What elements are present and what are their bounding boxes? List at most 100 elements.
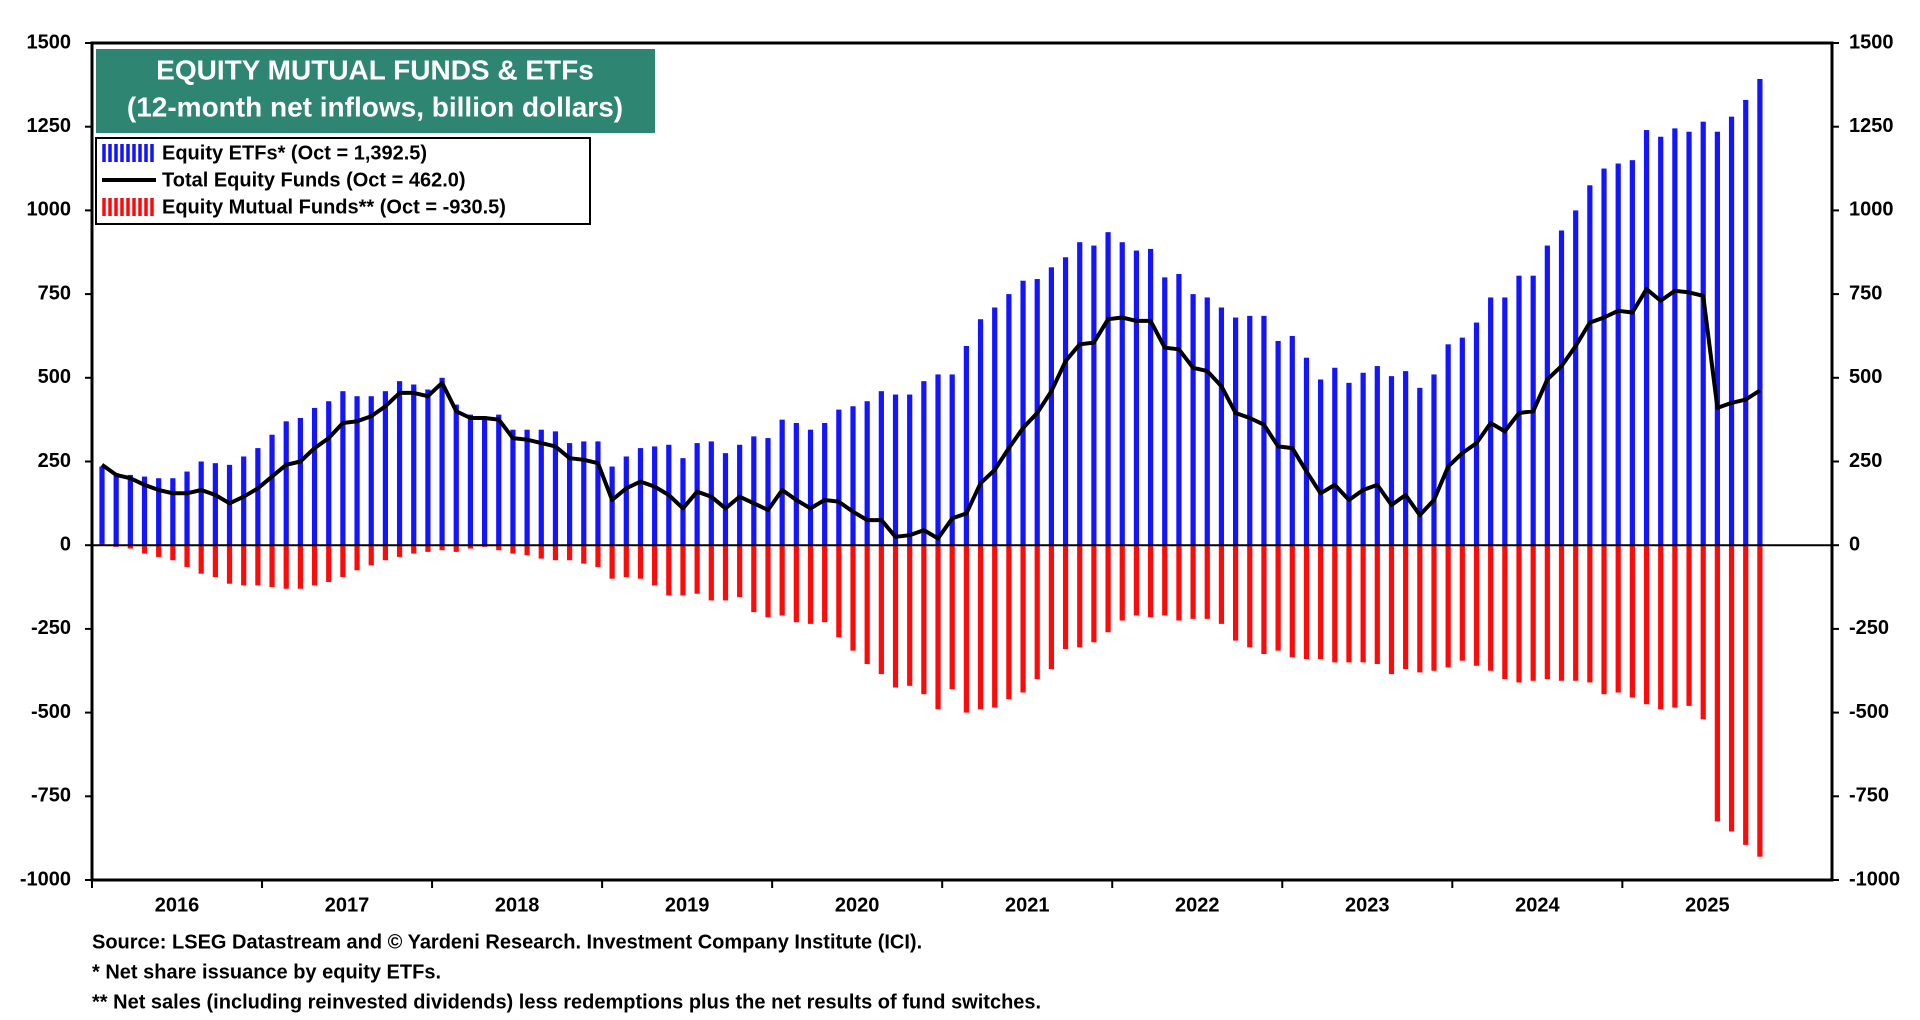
bar [382,545,388,561]
bar [1743,545,1749,845]
bar [1289,335,1295,546]
bar [708,545,714,601]
bar [411,384,417,546]
footnote: ** Net sales (including reinvested divid… [92,991,1041,1013]
bar [1360,545,1366,663]
bar [1643,130,1650,546]
bar [1289,545,1295,658]
bar [1091,545,1097,643]
bar [765,438,771,546]
chart-title: EQUITY MUTUAL FUNDS & ETFs [156,54,594,85]
y-tick-label-right: -750 [1849,785,1889,807]
bar [892,394,899,546]
bar [822,545,828,623]
y-tick-label-right: 1500 [1849,31,1894,53]
bar [1133,250,1140,546]
x-tick-label: 2018 [495,894,540,916]
footnote: * Net share issuance by equity ETFs. [92,961,441,983]
chart-subtitle: (12-month net inflows, billion dollars) [127,91,623,122]
bar [1728,545,1735,832]
bar [609,466,615,546]
bar [453,545,459,552]
bar [1006,545,1012,700]
x-tick-label: 2021 [1005,894,1050,916]
bar [269,545,275,588]
bar [666,545,672,596]
bar [184,545,190,567]
bar [368,396,374,546]
bar [156,478,162,546]
bar [1615,545,1621,693]
bar [1275,545,1281,651]
bar [567,443,573,546]
bar [567,545,573,561]
y-tick-label-right: -250 [1849,617,1889,639]
bar [1388,545,1395,675]
bar [878,545,884,675]
bar [793,422,799,546]
bar [949,374,955,546]
bar [1686,131,1692,546]
bar [1318,545,1324,660]
bar [836,545,842,638]
bar [198,461,204,546]
line [100,287,1761,541]
bar [1643,545,1650,705]
bar [807,429,814,546]
bar [1360,372,1366,546]
bar [1714,545,1720,822]
bar [1374,545,1380,665]
bar [1190,294,1196,546]
bar [241,456,247,546]
bar [1700,545,1706,720]
bar [779,419,785,546]
bar [425,389,431,546]
bar [212,545,218,578]
y-tick-label-right: -500 [1849,701,1889,723]
bar [311,407,318,546]
x-tick-label: 2022 [1175,894,1220,916]
bar [722,453,729,546]
bar [552,431,559,546]
bar [524,545,530,556]
bar [609,545,615,579]
bar [850,545,856,651]
y-tick-label: 250 [38,450,71,472]
bar [1119,242,1125,546]
bar [1530,545,1536,681]
y-tick-label-right: 250 [1849,450,1882,472]
bar [1332,545,1338,663]
bar [680,545,686,596]
bar [992,545,998,708]
bar [1332,367,1338,546]
bar [1176,545,1182,621]
bar [1700,121,1706,546]
x-tick-label: 2019 [665,894,710,916]
bar [1558,545,1565,681]
y-tick-label: 500 [38,366,71,388]
bar [1403,371,1409,546]
bar [255,448,261,546]
bar [1190,545,1196,619]
y-tick-label: 0 [60,533,71,555]
bar [156,545,162,557]
bar [1162,545,1168,616]
bar [382,391,388,546]
title-box [96,49,655,133]
bar [1077,545,1083,648]
y-tick-label: -1000 [20,868,71,890]
bar [1629,545,1635,698]
bar [864,401,870,546]
bar [496,545,502,551]
y-tick-label: -750 [31,785,71,807]
bar [241,545,247,586]
bar [765,545,771,618]
bar [1374,366,1380,546]
bar [779,545,785,616]
bar [1048,267,1054,546]
bar [467,545,474,549]
x-tick-label: 2024 [1515,894,1560,916]
bar [1133,545,1140,616]
y-tick-label: 750 [38,282,71,304]
bar [326,545,332,583]
